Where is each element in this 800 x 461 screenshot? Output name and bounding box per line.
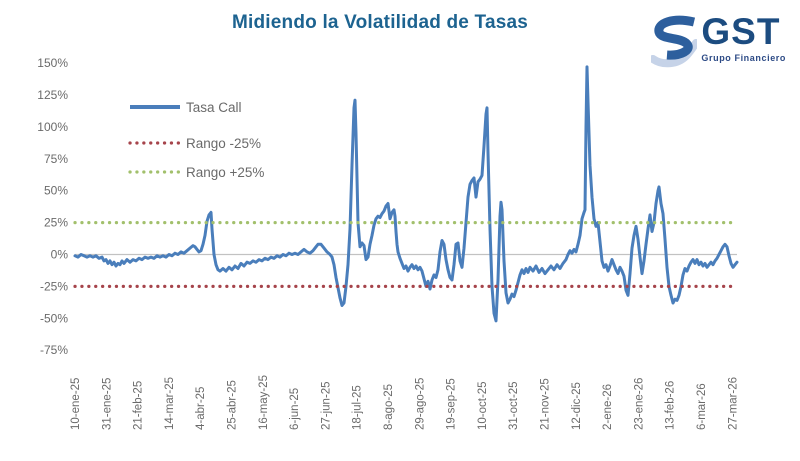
x-axis-tick-label: 27-mar-26	[727, 377, 739, 430]
x-axis-tick-label: 21-feb-25	[133, 381, 145, 430]
legend-label: Tasa Call	[186, 100, 242, 115]
x-axis-tick-label: 31-oct-25	[508, 381, 520, 430]
y-axis-tick-label: 125%	[37, 88, 68, 102]
legend-label: Rango +25%	[186, 165, 264, 180]
x-axis-tick-label: 14-mar-25	[164, 377, 176, 430]
x-axis-tick-label: 16-may-25	[258, 375, 270, 430]
x-axis-tick-label: 31-ene-25	[101, 378, 113, 430]
x-axis-tick-label: 8-ago-25	[383, 384, 395, 430]
y-axis-tick-label: -50%	[40, 311, 68, 325]
y-axis-tick-label: 25%	[44, 216, 68, 230]
x-axis-tick-label: 18-jul-25	[352, 385, 364, 430]
chart-title: Midiendo la Volatilidad de Tasas	[231, 12, 529, 33]
x-axis-tick-label: 10-oct-25	[477, 381, 489, 430]
x-axis-tick-label: 23-ene-26	[633, 378, 645, 430]
x-axis-tick-label: 29-ago-25	[414, 378, 426, 430]
x-axis-tick-label: 10-ene-25	[70, 378, 82, 430]
x-axis-tick-label: 27-jun-25	[320, 381, 332, 430]
x-axis-tick-label: 12-dic-25	[571, 382, 583, 430]
gst-logo-swoosh-icon	[651, 15, 698, 68]
y-axis-tick-label: 75%	[44, 152, 68, 166]
y-axis-tick-label: 150%	[37, 56, 68, 70]
x-axis-tick-label: 2-ene-26	[602, 384, 614, 430]
y-axis-tick-label: 50%	[44, 184, 68, 198]
x-axis-tick-label: 4-abr-25	[195, 387, 207, 430]
y-axis-tick-label: 100%	[37, 120, 68, 134]
x-axis-tick-label: 21-nov-25	[540, 378, 552, 430]
x-axis-tick-label: 13-feb-26	[665, 381, 677, 430]
x-axis-tick-label: 19-sep-25	[446, 378, 458, 430]
x-axis-tick-label: 6-jun-25	[289, 388, 301, 430]
gst-logo: GST Grupo Financiero	[651, 11, 786, 68]
legend-label: Rango -25%	[186, 136, 261, 151]
y-axis-tick-label: -25%	[40, 279, 68, 293]
gst-logo-text: GST	[701, 11, 781, 52]
y-axis-tick-label: -75%	[40, 343, 68, 357]
x-axis-tick-label: 25-abr-25	[227, 380, 239, 430]
y-axis-tick-label: 0%	[51, 248, 69, 262]
gst-logo-subtext: Grupo Financiero	[701, 53, 786, 63]
x-axis-tick-label: 6-mar-26	[696, 383, 708, 430]
